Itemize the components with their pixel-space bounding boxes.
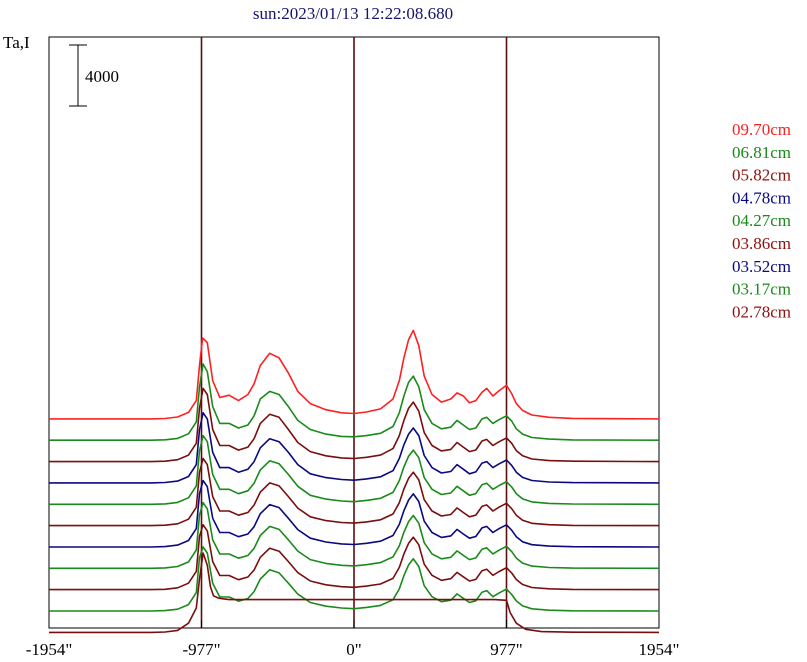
x-tick-label-1: -977": [182, 640, 220, 659]
series-line-3: [49, 412, 660, 484]
x-ticks: -1954" -977" 0" 977" 1954": [26, 620, 680, 659]
series-line-9: [49, 546, 660, 612]
series-line-2: [49, 387, 660, 463]
x-tick-label-0: -1954": [26, 640, 73, 659]
series-line-4: [49, 434, 660, 506]
legend: 09.70cm 06.81cm 05.82cm 04.78cm 04.27cm 03.86…: [732, 120, 791, 321]
scale-bar-label: 4000: [85, 67, 119, 86]
series-line-7: [49, 501, 660, 570]
x-tick-label-2: 0": [346, 640, 361, 659]
legend-item-1: 06.81cm: [732, 143, 791, 162]
x-tick-label-3: 977": [490, 640, 522, 659]
series-line-10: [49, 552, 660, 634]
legend-item-4: 04.27cm: [732, 211, 791, 230]
series-line-0: [49, 329, 660, 420]
legend-item-3: 04.78cm: [732, 188, 791, 207]
legend-item-8: 02.78cm: [732, 302, 791, 321]
legend-item-7: 03.17cm: [732, 280, 791, 299]
series-line-6: [49, 479, 660, 548]
series-group: [49, 329, 660, 634]
legend-item-6: 03.52cm: [732, 257, 791, 276]
scale-bar: 4000: [69, 44, 119, 107]
series-line-1: [49, 363, 660, 441]
legend-item-0: 09.70cm: [732, 120, 791, 139]
legend-item-5: 03.86cm: [732, 234, 791, 253]
chart-title: sun:2023/01/13 12:22:08.680: [253, 4, 453, 23]
y-axis-label: Ta,I: [3, 33, 30, 52]
series-line-8: [49, 524, 660, 591]
vertical-lines: [200, 37, 508, 628]
series-line-5: [49, 457, 660, 527]
x-tick-label-4: 1954": [639, 640, 680, 659]
legend-item-2: 05.82cm: [732, 166, 791, 185]
